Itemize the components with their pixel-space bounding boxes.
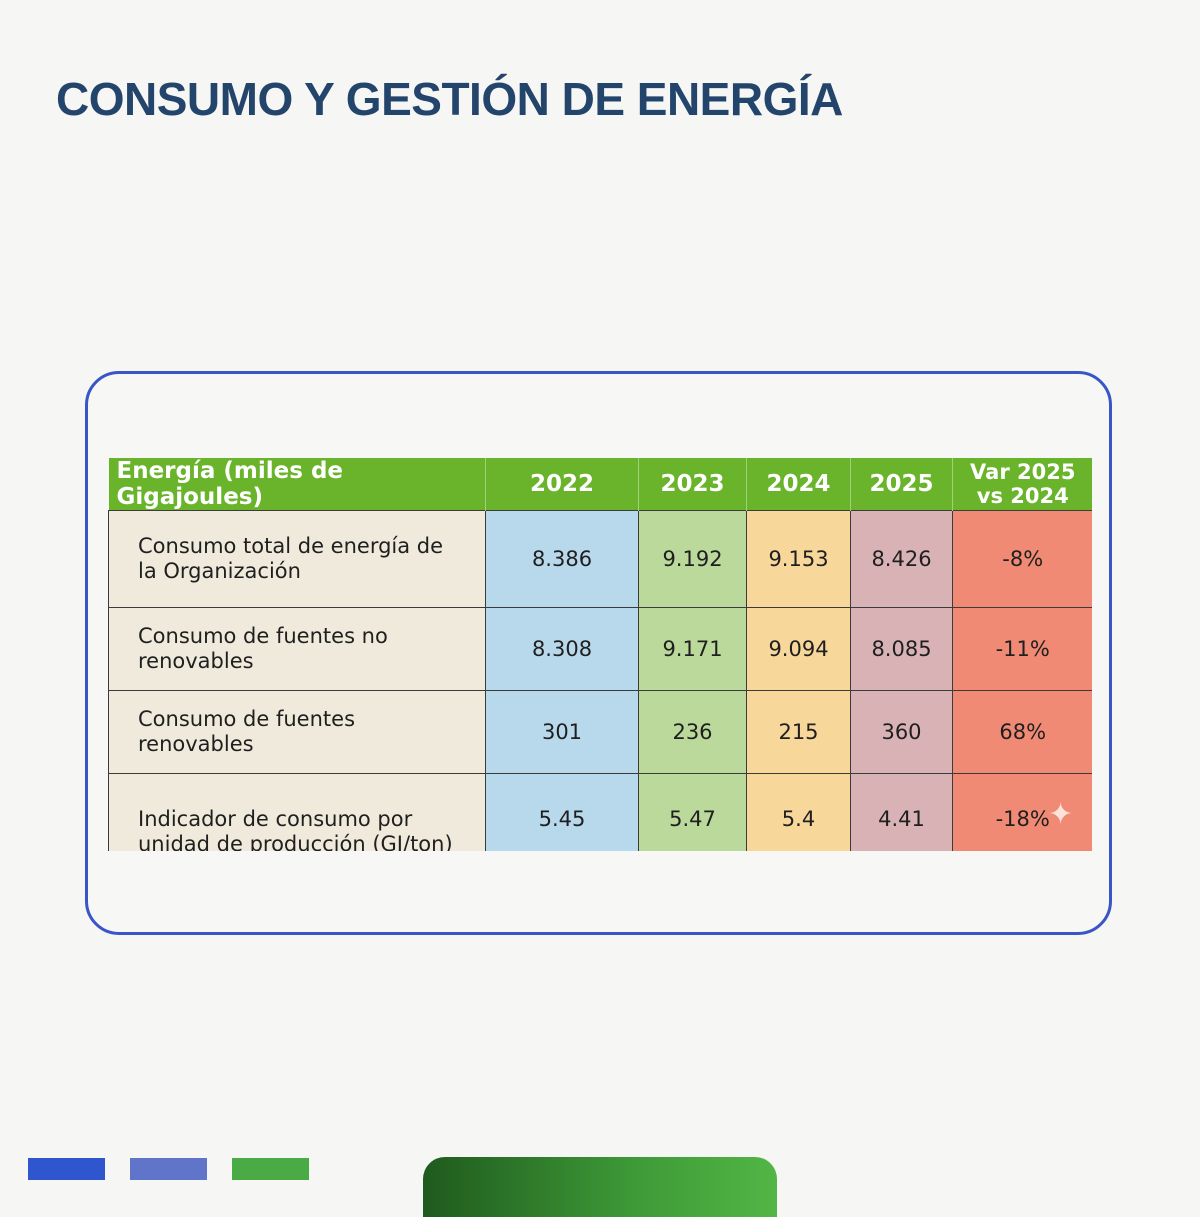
header-2024: 2024 <box>746 458 851 511</box>
sparkle-icon: ✦ <box>1048 797 1074 832</box>
header-energy-label: Energía (miles de Gigajoules) <box>108 458 486 511</box>
cell-2023: 9.171 <box>638 607 747 691</box>
row-label: Consumo de fuentes renovables <box>108 690 486 774</box>
header-2022: 2022 <box>485 458 639 511</box>
cell-2022: 8.386 <box>485 510 639 608</box>
cell-2023: 9.192 <box>638 510 747 608</box>
row-label: Indicador de consumo por unidad de produ… <box>108 773 486 851</box>
row-label-line: la Organización <box>138 559 301 583</box>
cell-2025: 360 <box>850 690 953 774</box>
energy-table-wrapper: Energía (miles de Gigajoules) 2022 2023 … <box>108 458 1092 851</box>
cell-2025: 8.426 <box>850 510 953 608</box>
cell-2024: 215 <box>746 690 851 774</box>
table-row: Consumo total de energía de la Organizac… <box>108 510 1092 608</box>
cell-variation: -8% <box>952 510 1092 608</box>
cell-2022: 8.308 <box>485 607 639 691</box>
header-2025: 2025 <box>850 458 953 511</box>
table-header-row: Energía (miles de Gigajoules) 2022 2023 … <box>108 458 1092 511</box>
page-title: CONSUMO Y GESTIÓN DE ENERGÍA <box>56 73 843 125</box>
table-row: Indicador de consumo por unidad de produ… <box>108 773 1092 851</box>
energy-table: Energía (miles de Gigajoules) 2022 2023 … <box>108 458 1092 851</box>
cell-2024: 9.153 <box>746 510 851 608</box>
cell-2025: 8.085 <box>850 607 953 691</box>
cell-variation: 68% <box>952 690 1092 774</box>
row-label-line: Consumo de fuentes <box>138 707 356 731</box>
row-label-line: unidad de producción (GJ/ton) <box>138 832 453 851</box>
table-row: Consumo de fuentes renovables 301 236 21… <box>108 690 1092 774</box>
row-label-line: Consumo de fuentes no <box>138 624 388 648</box>
cell-2025: 4.41 <box>850 773 953 851</box>
cell-2022: 5.45 <box>485 773 639 851</box>
header-2023: 2023 <box>638 458 747 511</box>
row-label-line: renovables <box>138 649 254 673</box>
row-label: Consumo total de energía de la Organizac… <box>108 510 486 608</box>
row-label-line: renovables <box>138 732 254 756</box>
decor-bar-blue <box>28 1158 105 1180</box>
decor-bar-lavender <box>130 1158 207 1180</box>
cell-2022: 301 <box>485 690 639 774</box>
row-label-line: Consumo total de energía de <box>138 534 444 558</box>
cell-variation: -11% <box>952 607 1092 691</box>
header-variation-line-1: Var 2025 <box>970 460 1076 484</box>
row-label-line: Indicador de consumo por <box>138 807 413 831</box>
cell-2024: 9.094 <box>746 607 851 691</box>
cell-2023: 236 <box>638 690 747 774</box>
row-label: Consumo de fuentes no renovables <box>108 607 486 691</box>
decor-bar-green <box>232 1158 309 1180</box>
cell-variation: -18% <box>952 773 1092 851</box>
cell-2023: 5.47 <box>638 773 747 851</box>
header-variation-line-2: vs 2024 <box>976 484 1069 508</box>
header-variation: Var 2025 vs 2024 <box>952 458 1092 511</box>
cell-2024: 5.4 <box>746 773 851 851</box>
green-footer-tab <box>423 1157 777 1217</box>
table-row: Consumo de fuentes no renovables 8.308 9… <box>108 607 1092 691</box>
